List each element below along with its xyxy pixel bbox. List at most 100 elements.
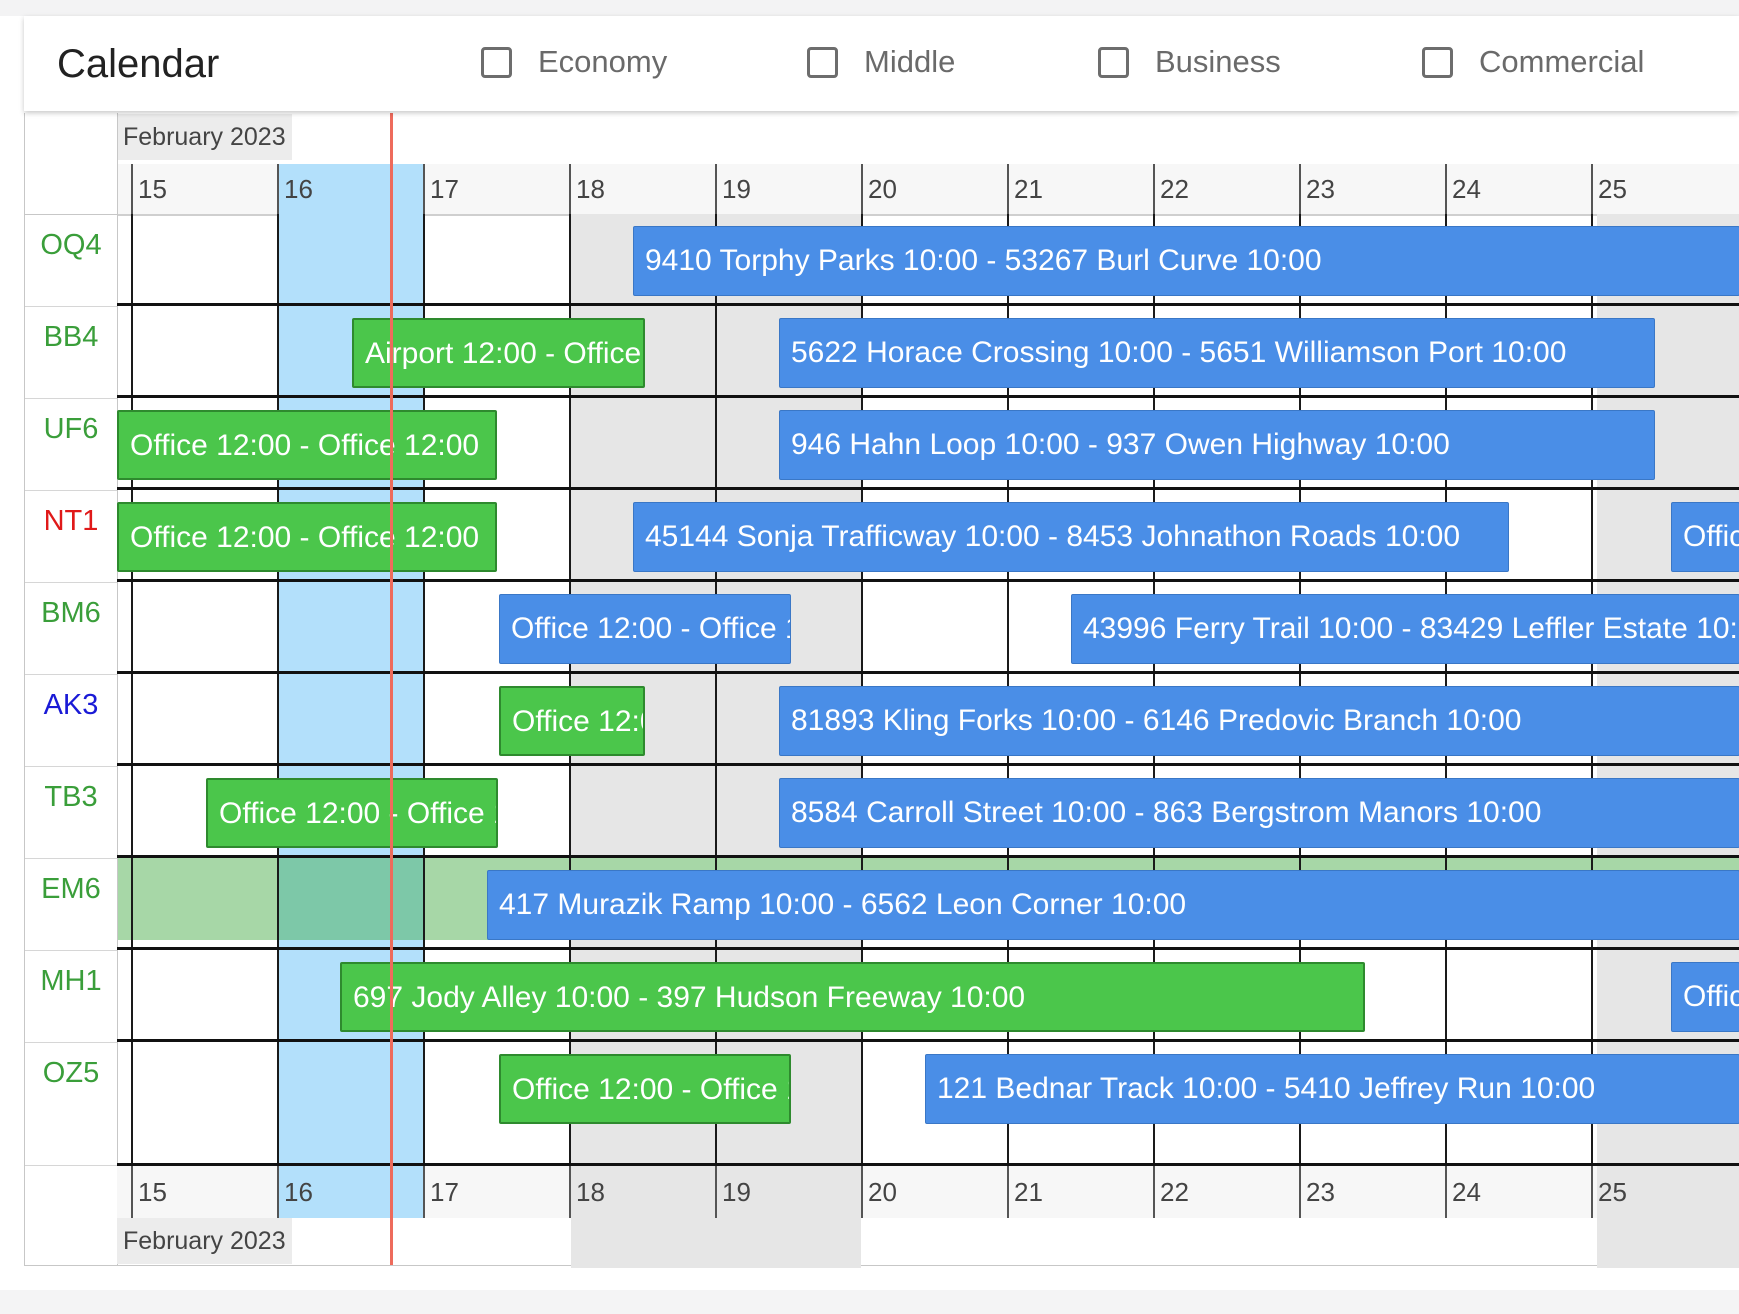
row-label-oz5[interactable]: OZ5 (42, 1057, 100, 1089)
day-label-25: 25 (1598, 174, 1627, 204)
day-label-18: 18 (576, 174, 605, 204)
day-tick-top (277, 164, 279, 214)
event-oz5-1[interactable]: Office 12:00 - Office 12:00 (499, 1054, 791, 1124)
event-mh1-2[interactable]: Office 12:00 - Office 12:00 (1671, 962, 1739, 1032)
event-tb3-2[interactable]: 8584 Carroll Street 10:00 - 863 Bergstro… (779, 778, 1739, 848)
current-time-marker (390, 113, 393, 1265)
day-tick-top (715, 164, 717, 214)
event-bb4-2[interactable]: 5622 Horace Crossing 10:00 - 5651 Willia… (779, 318, 1655, 388)
day-tick-top (131, 164, 133, 214)
row-label-bm6[interactable]: BM6 (41, 597, 101, 629)
page-title: Calendar (57, 42, 220, 86)
day-label-19: 19 (722, 174, 751, 204)
event-nt1-2[interactable]: 45144 Sonja Trafficway 10:00 - 8453 John… (633, 502, 1509, 572)
page-top-strip (0, 0, 1739, 16)
resource-column-divider (117, 113, 118, 1265)
middle-checkbox[interactable] (807, 46, 838, 78)
filter-middle[interactable]: Middle (807, 44, 955, 80)
day-line-15 (131, 214, 133, 1163)
today-column-bottom (278, 1166, 424, 1218)
row-separator (117, 855, 1739, 858)
event-nt1-3[interactable]: Office 12:00 - Office 12:00 (1671, 502, 1739, 572)
day-label-22: 22 (1160, 174, 1189, 204)
row-label-tb3[interactable]: TB3 (44, 781, 98, 813)
event-bm6-1[interactable]: Office 12:00 - Office 12:00 (499, 594, 791, 664)
row-label-uf6[interactable]: UF6 (43, 413, 99, 445)
header-divider (117, 214, 1739, 216)
event-ak3-1[interactable]: Office 12:00 - Office 12:00 (499, 686, 645, 756)
day-tick-top (1153, 164, 1155, 214)
weekend-shade-bottom-25 (1597, 1166, 1739, 1218)
day-tick-bottom (423, 1166, 425, 1218)
day-tick-top (1299, 164, 1301, 214)
row-separator (117, 1039, 1739, 1042)
filter-economy[interactable]: Economy (481, 44, 667, 80)
commercial-label: Commercial (1479, 44, 1645, 79)
day-label-bottom-21: 21 (1014, 1177, 1043, 1207)
event-em6-1[interactable]: 417 Murazik Ramp 10:00 - 6562 Leon Corne… (487, 870, 1739, 940)
day-tick-bottom (277, 1166, 279, 1218)
event-bm6-2[interactable]: 43996 Ferry Trail 10:00 - 83429 Leffler … (1071, 594, 1739, 664)
resource-row-divider (25, 950, 117, 951)
business-label: Business (1155, 44, 1281, 79)
day-line-19 (715, 214, 717, 1163)
middle-label: Middle (864, 44, 956, 79)
economy-label: Economy (538, 44, 668, 79)
event-nt1-1[interactable]: Office 12:00 - Office 12:00 (117, 502, 497, 572)
day-label-23: 23 (1306, 174, 1335, 204)
event-bb4-1[interactable]: Airport 12:00 - Office 12:00 (352, 318, 645, 388)
row-separator (117, 763, 1739, 766)
row-label-bb4[interactable]: BB4 (43, 321, 99, 353)
row-separator (117, 1163, 1739, 1166)
filter-business[interactable]: Business (1098, 44, 1281, 80)
scheduler-grid[interactable]: February 2023 15 16 17 18 19 20 21 22 23… (24, 113, 1739, 1268)
day-label-17: 17 (430, 174, 459, 204)
day-label-bottom-23: 23 (1306, 1177, 1335, 1207)
resource-row-divider (25, 674, 117, 675)
row-label-oq4[interactable]: OQ4 (40, 229, 102, 261)
row-label-nt1[interactable]: NT1 (43, 505, 99, 537)
day-tick-bottom (1153, 1166, 1155, 1218)
day-line-16 (277, 214, 279, 1163)
day-label-21: 21 (1014, 174, 1043, 204)
event-mh1-1[interactable]: 697 Jody Alley 10:00 - 397 Hudson Freewa… (340, 962, 1365, 1032)
day-tick-top (861, 164, 863, 214)
day-tick-top (1591, 164, 1593, 214)
day-tick-bottom (715, 1166, 717, 1218)
today-column-em6-overlap (278, 858, 424, 940)
day-label-bottom-19: 19 (722, 1177, 751, 1207)
resource-header-divider (25, 214, 117, 215)
event-uf6-1[interactable]: Office 12:00 - Office 12:00 (117, 410, 497, 480)
day-tick-top (423, 164, 425, 214)
day-line-17 (423, 214, 425, 1163)
economy-checkbox[interactable] (481, 46, 512, 78)
event-tb3-1[interactable]: Office 12:00 - Office 12:00 (206, 778, 498, 848)
event-oq4-1[interactable]: 9410 Torphy Parks 10:00 - 53267 Burl Cur… (633, 226, 1739, 296)
event-ak3-2[interactable]: 81893 Kling Forks 10:00 - 6146 Predovic … (779, 686, 1739, 756)
commercial-checkbox[interactable] (1422, 46, 1453, 78)
resource-row-divider (25, 306, 117, 307)
day-label-20: 20 (868, 174, 897, 204)
resource-row-divider (25, 1042, 117, 1043)
row-separator (117, 487, 1739, 490)
day-label-24: 24 (1452, 174, 1481, 204)
page-bottom-strip (0, 1290, 1739, 1314)
event-uf6-2[interactable]: 946 Hahn Loop 10:00 - 937 Owen Highway 1… (779, 410, 1655, 480)
business-checkbox[interactable] (1098, 46, 1129, 78)
event-oz5-2[interactable]: 121 Bednar Track 10:00 - 5410 Jeffrey Ru… (925, 1054, 1739, 1124)
day-tick-bottom (1299, 1166, 1301, 1218)
day-label-bottom-20: 20 (868, 1177, 897, 1207)
calendar-header: Calendar Economy Middle Business Commerc… (24, 16, 1739, 111)
row-label-ak3[interactable]: AK3 (43, 689, 99, 721)
day-tick-bottom (569, 1166, 571, 1218)
row-label-em6[interactable]: EM6 (41, 873, 101, 905)
day-tick-bottom (1007, 1166, 1009, 1218)
day-tick-top (1445, 164, 1447, 214)
row-separator (117, 671, 1739, 674)
day-tick-top (569, 164, 571, 214)
filter-commercial[interactable]: Commercial (1422, 44, 1644, 80)
resource-row-divider (25, 766, 117, 767)
row-label-mh1[interactable]: MH1 (40, 965, 102, 997)
day-label-bottom-25: 25 (1598, 1177, 1627, 1207)
row-separator (117, 303, 1739, 306)
